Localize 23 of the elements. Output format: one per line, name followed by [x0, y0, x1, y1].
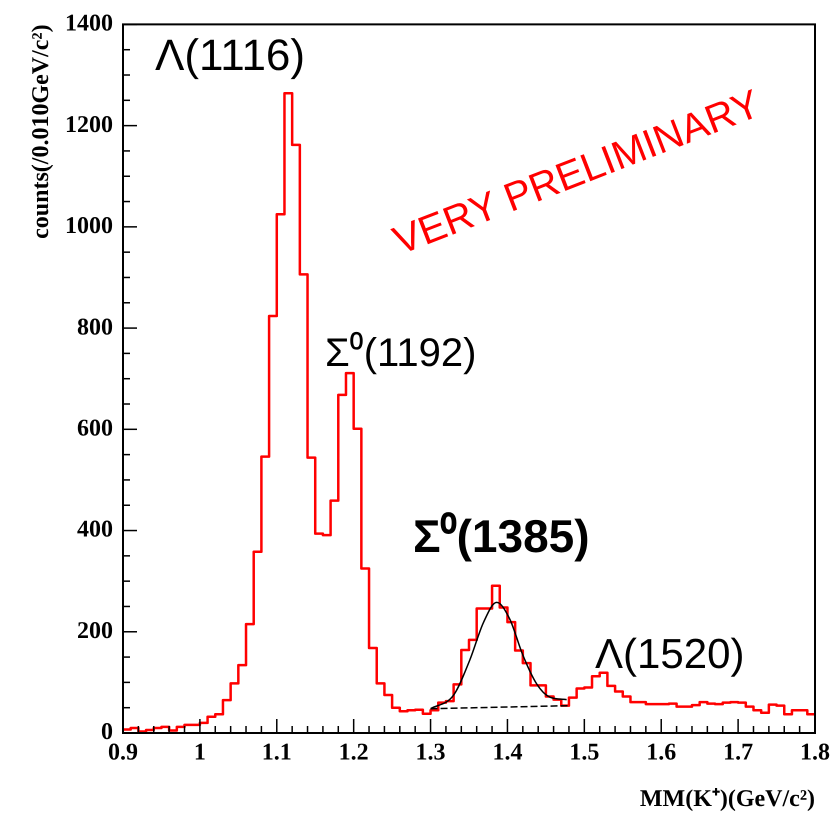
y-tick-label: 1000: [65, 213, 113, 240]
y-tick-label: 800: [77, 314, 113, 340]
x-tick-label: 0.9: [108, 740, 138, 766]
y-axis-title: counts(/0.010GeV/c²): [28, 24, 54, 239]
x-tick-label: 1.4: [492, 740, 522, 766]
x-tick-label: 1.3: [416, 740, 446, 766]
y-tick-label: 1200: [65, 112, 113, 138]
annotation: Λ(1116): [155, 31, 306, 80]
annotation: Λ(1520): [595, 630, 744, 677]
x-tick-label: 1.7: [723, 740, 754, 766]
x-tick-label: 1.1: [262, 740, 292, 766]
y-tick-label: 200: [77, 618, 113, 644]
y-tick-label: 1400: [65, 10, 113, 37]
annotation: Σ⁰(1192): [325, 331, 476, 375]
x-tick-label: 1.6: [646, 740, 676, 766]
x-tick-label: 1: [194, 740, 206, 766]
y-tick-label: 400: [77, 516, 113, 543]
x-tick-label: 1.2: [338, 740, 369, 766]
x-axis-title: MM(K⁺)(GeV/c²): [640, 786, 815, 812]
annotation: Σ⁰(1385): [413, 510, 590, 562]
y-tick-label: 600: [77, 416, 113, 442]
x-tick-label: 1.8: [800, 740, 830, 766]
x-tick-label: 1.5: [569, 740, 600, 766]
